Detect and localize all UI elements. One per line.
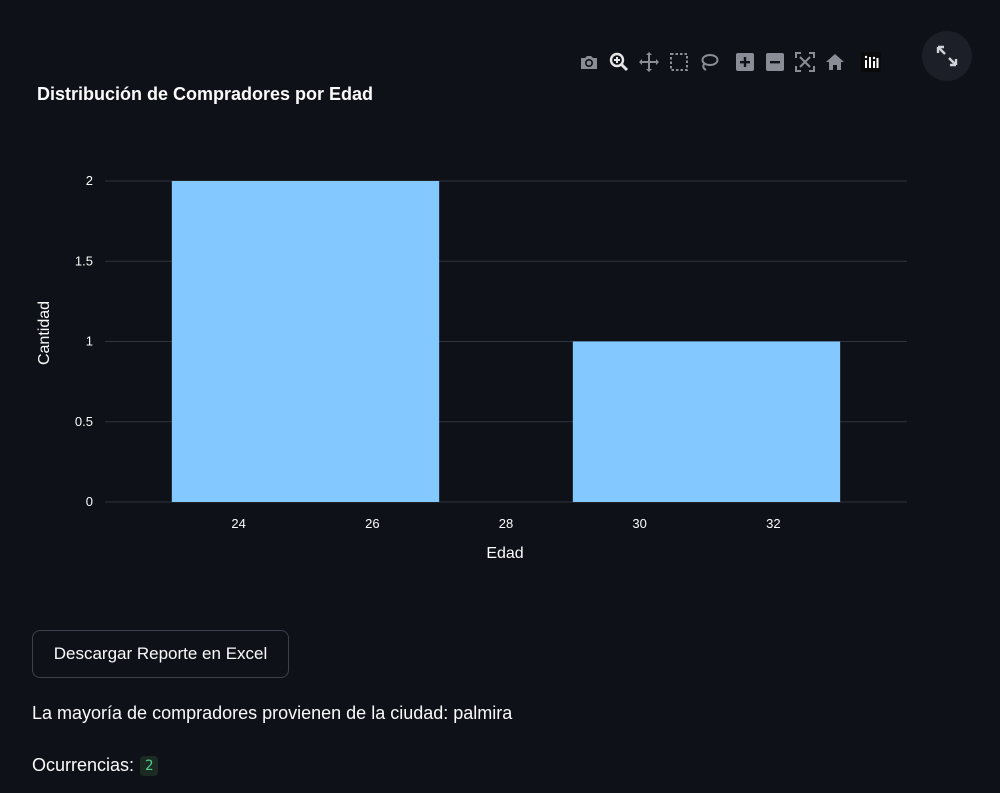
x-tick-label: 28 <box>499 516 513 531</box>
top-city-text: La mayoría de compradores provienen de l… <box>32 703 513 723</box>
y-tick-label: 1.5 <box>75 253 93 268</box>
zoom-in-icon[interactable] <box>730 47 760 77</box>
download-excel-button[interactable]: Descargar Reporte en Excel <box>32 630 289 678</box>
plotly-logo-icon[interactable] <box>856 47 886 77</box>
fullscreen-button[interactable] <box>922 31 972 81</box>
x-tick-label: 26 <box>365 516 379 531</box>
box-select-icon[interactable] <box>664 47 694 77</box>
bar-1[interactable] <box>572 341 841 503</box>
x-axis-label: Edad <box>486 545 523 562</box>
zoom-icon[interactable] <box>604 47 634 77</box>
bar-chart: 24 26 28 30 32 0 0.5 1 1.5 2 Edad Cantidad <box>36 173 907 562</box>
occurrences-label: Ocurrencias: <box>32 755 135 775</box>
y-tick-label: 0.5 <box>75 414 93 429</box>
pan-icon[interactable] <box>634 47 664 77</box>
y-axis-label: Cantidad <box>36 301 53 365</box>
bar-0[interactable] <box>171 181 440 502</box>
bars <box>171 181 841 503</box>
camera-icon[interactable] <box>574 47 604 77</box>
y-tick-labels: 0 0.5 1 1.5 2 <box>75 173 93 509</box>
occurrences-value: 2 <box>140 755 159 776</box>
y-tick-label: 2 <box>86 173 93 188</box>
x-tick-label: 24 <box>231 516 245 531</box>
autoscale-icon[interactable] <box>790 47 820 77</box>
y-tick-label: 1 <box>86 334 93 349</box>
x-tick-label: 32 <box>766 516 780 531</box>
x-tick-label: 30 <box>632 516 646 531</box>
x-tick-labels: 24 26 28 30 32 <box>231 516 780 531</box>
zoom-out-icon[interactable] <box>760 47 790 77</box>
expand-icon <box>936 45 958 67</box>
chart-modebar <box>574 46 886 78</box>
y-tick-label: 0 <box>86 494 93 509</box>
occurrences-line: Ocurrencias: 2 <box>32 755 159 776</box>
reset-axes-icon[interactable] <box>820 47 850 77</box>
lasso-select-icon[interactable] <box>694 47 724 77</box>
chart-title: Distribución de Compradores por Edad <box>37 84 374 104</box>
